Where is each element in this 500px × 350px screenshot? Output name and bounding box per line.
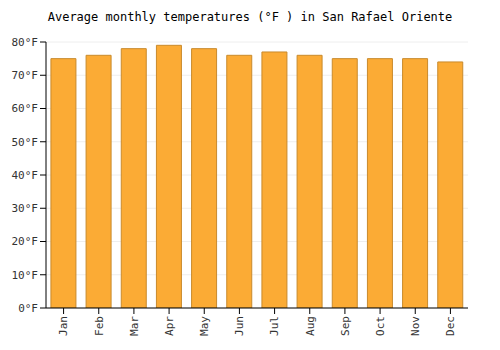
svg-text:Dec: Dec: [444, 316, 457, 336]
svg-text:Sep: Sep: [339, 316, 352, 336]
svg-text:Jul: Jul: [268, 316, 281, 336]
svg-text:Jan: Jan: [57, 316, 70, 336]
svg-text:Feb: Feb: [93, 316, 106, 336]
html-text:Average monthly temperatures (: Average monthly temperatures (°F ) in Sa…: [47, 10, 453, 24]
svg-text:80°F: 80°F: [12, 36, 39, 49]
svg-text:70°F: 70°F: [12, 69, 39, 82]
svg-text:40°F: 40°F: [12, 169, 39, 182]
svg-text:20°F: 20°F: [12, 235, 39, 248]
svg-text:60°F: 60°F: [12, 102, 39, 115]
svg-text:Oct: Oct: [374, 316, 387, 336]
svg-text:Nov: Nov: [409, 316, 422, 336]
svg-text:50°F: 50°F: [12, 136, 39, 149]
svg-text:Jun: Jun: [233, 316, 246, 336]
svg-text:May: May: [198, 316, 211, 336]
svg-text:Apr: Apr: [163, 316, 176, 336]
svg-text:30°F: 30°F: [12, 202, 39, 215]
svg-text:Mar: Mar: [128, 316, 141, 336]
svg-text:10°F: 10°F: [12, 269, 39, 282]
svg-text:0°F: 0°F: [18, 302, 38, 315]
svg-text:Aug: Aug: [304, 316, 317, 336]
